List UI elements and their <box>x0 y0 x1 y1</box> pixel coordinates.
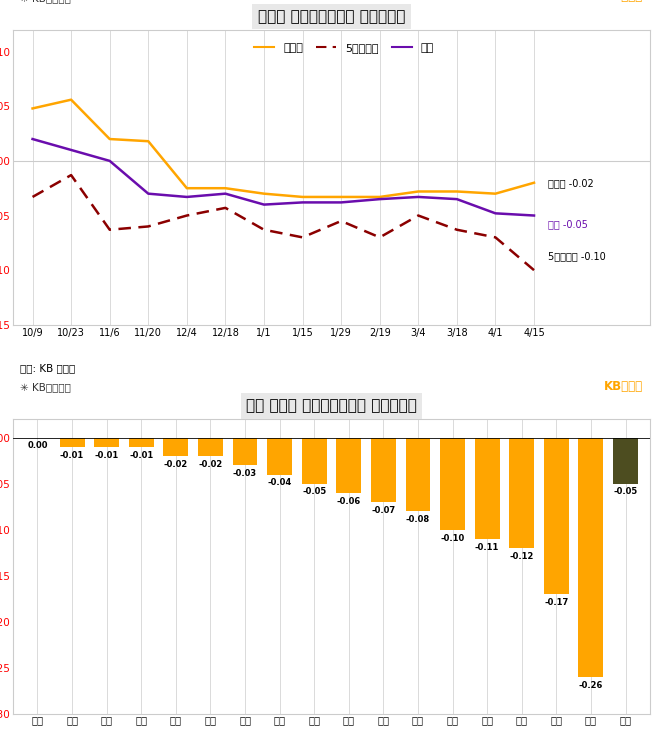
Text: 0.00: 0.00 <box>27 441 48 450</box>
Text: KB부동산: KB부동산 <box>604 0 643 3</box>
Text: 전국 -0.05: 전국 -0.05 <box>548 219 587 229</box>
Text: 수도권 -0.02: 수도권 -0.02 <box>548 178 593 187</box>
Bar <box>60 437 84 447</box>
Text: -0.07: -0.07 <box>371 506 395 515</box>
Text: 지역별 아파트매매가격 주간변동률: 지역별 아파트매매가격 주간변동률 <box>258 9 405 24</box>
Text: 자료: KB 부동산: 자료: KB 부동산 <box>20 363 75 373</box>
Text: -0.12: -0.12 <box>510 552 534 561</box>
Bar <box>406 437 430 511</box>
Text: -0.11: -0.11 <box>475 543 499 552</box>
Text: 5개광역시 -0.10: 5개광역시 -0.10 <box>548 251 605 261</box>
Text: KB부동산: KB부동산 <box>604 379 643 393</box>
Bar <box>613 437 638 484</box>
Text: -0.04: -0.04 <box>267 478 292 487</box>
Text: ✳ KB국민은행: ✳ KB국민은행 <box>20 0 70 3</box>
Bar <box>198 437 223 456</box>
Text: -0.08: -0.08 <box>406 515 430 524</box>
Bar <box>163 437 188 456</box>
Text: -0.06: -0.06 <box>337 497 361 506</box>
Bar <box>440 437 465 530</box>
Bar <box>267 437 292 475</box>
Text: -0.02: -0.02 <box>198 460 223 469</box>
Text: -0.05: -0.05 <box>302 487 326 496</box>
Bar <box>336 437 361 493</box>
Text: -0.17: -0.17 <box>544 598 568 607</box>
Bar <box>579 437 603 677</box>
Text: -0.03: -0.03 <box>233 469 257 478</box>
Text: -0.01: -0.01 <box>129 451 153 460</box>
Text: -0.26: -0.26 <box>579 681 603 690</box>
Text: ✳ KB국민은행: ✳ KB국민은행 <box>20 382 70 393</box>
Legend: 수도권, 5개광역시, 전국: 수도권, 5개광역시, 전국 <box>250 38 439 57</box>
Bar <box>371 437 396 502</box>
Text: 전국 시도별 아파트매매가격 주간변동률: 전국 시도별 아파트매매가격 주간변동률 <box>246 398 417 414</box>
Text: -0.02: -0.02 <box>164 460 188 469</box>
Bar <box>509 437 534 548</box>
Bar <box>302 437 327 484</box>
Bar <box>129 437 154 447</box>
Text: -0.10: -0.10 <box>440 533 465 542</box>
Bar <box>475 437 500 539</box>
Bar <box>233 437 257 465</box>
Text: -0.05: -0.05 <box>613 487 638 496</box>
Bar <box>544 437 569 594</box>
Text: -0.01: -0.01 <box>95 451 119 460</box>
Text: -0.01: -0.01 <box>60 451 84 460</box>
Bar <box>94 437 119 447</box>
